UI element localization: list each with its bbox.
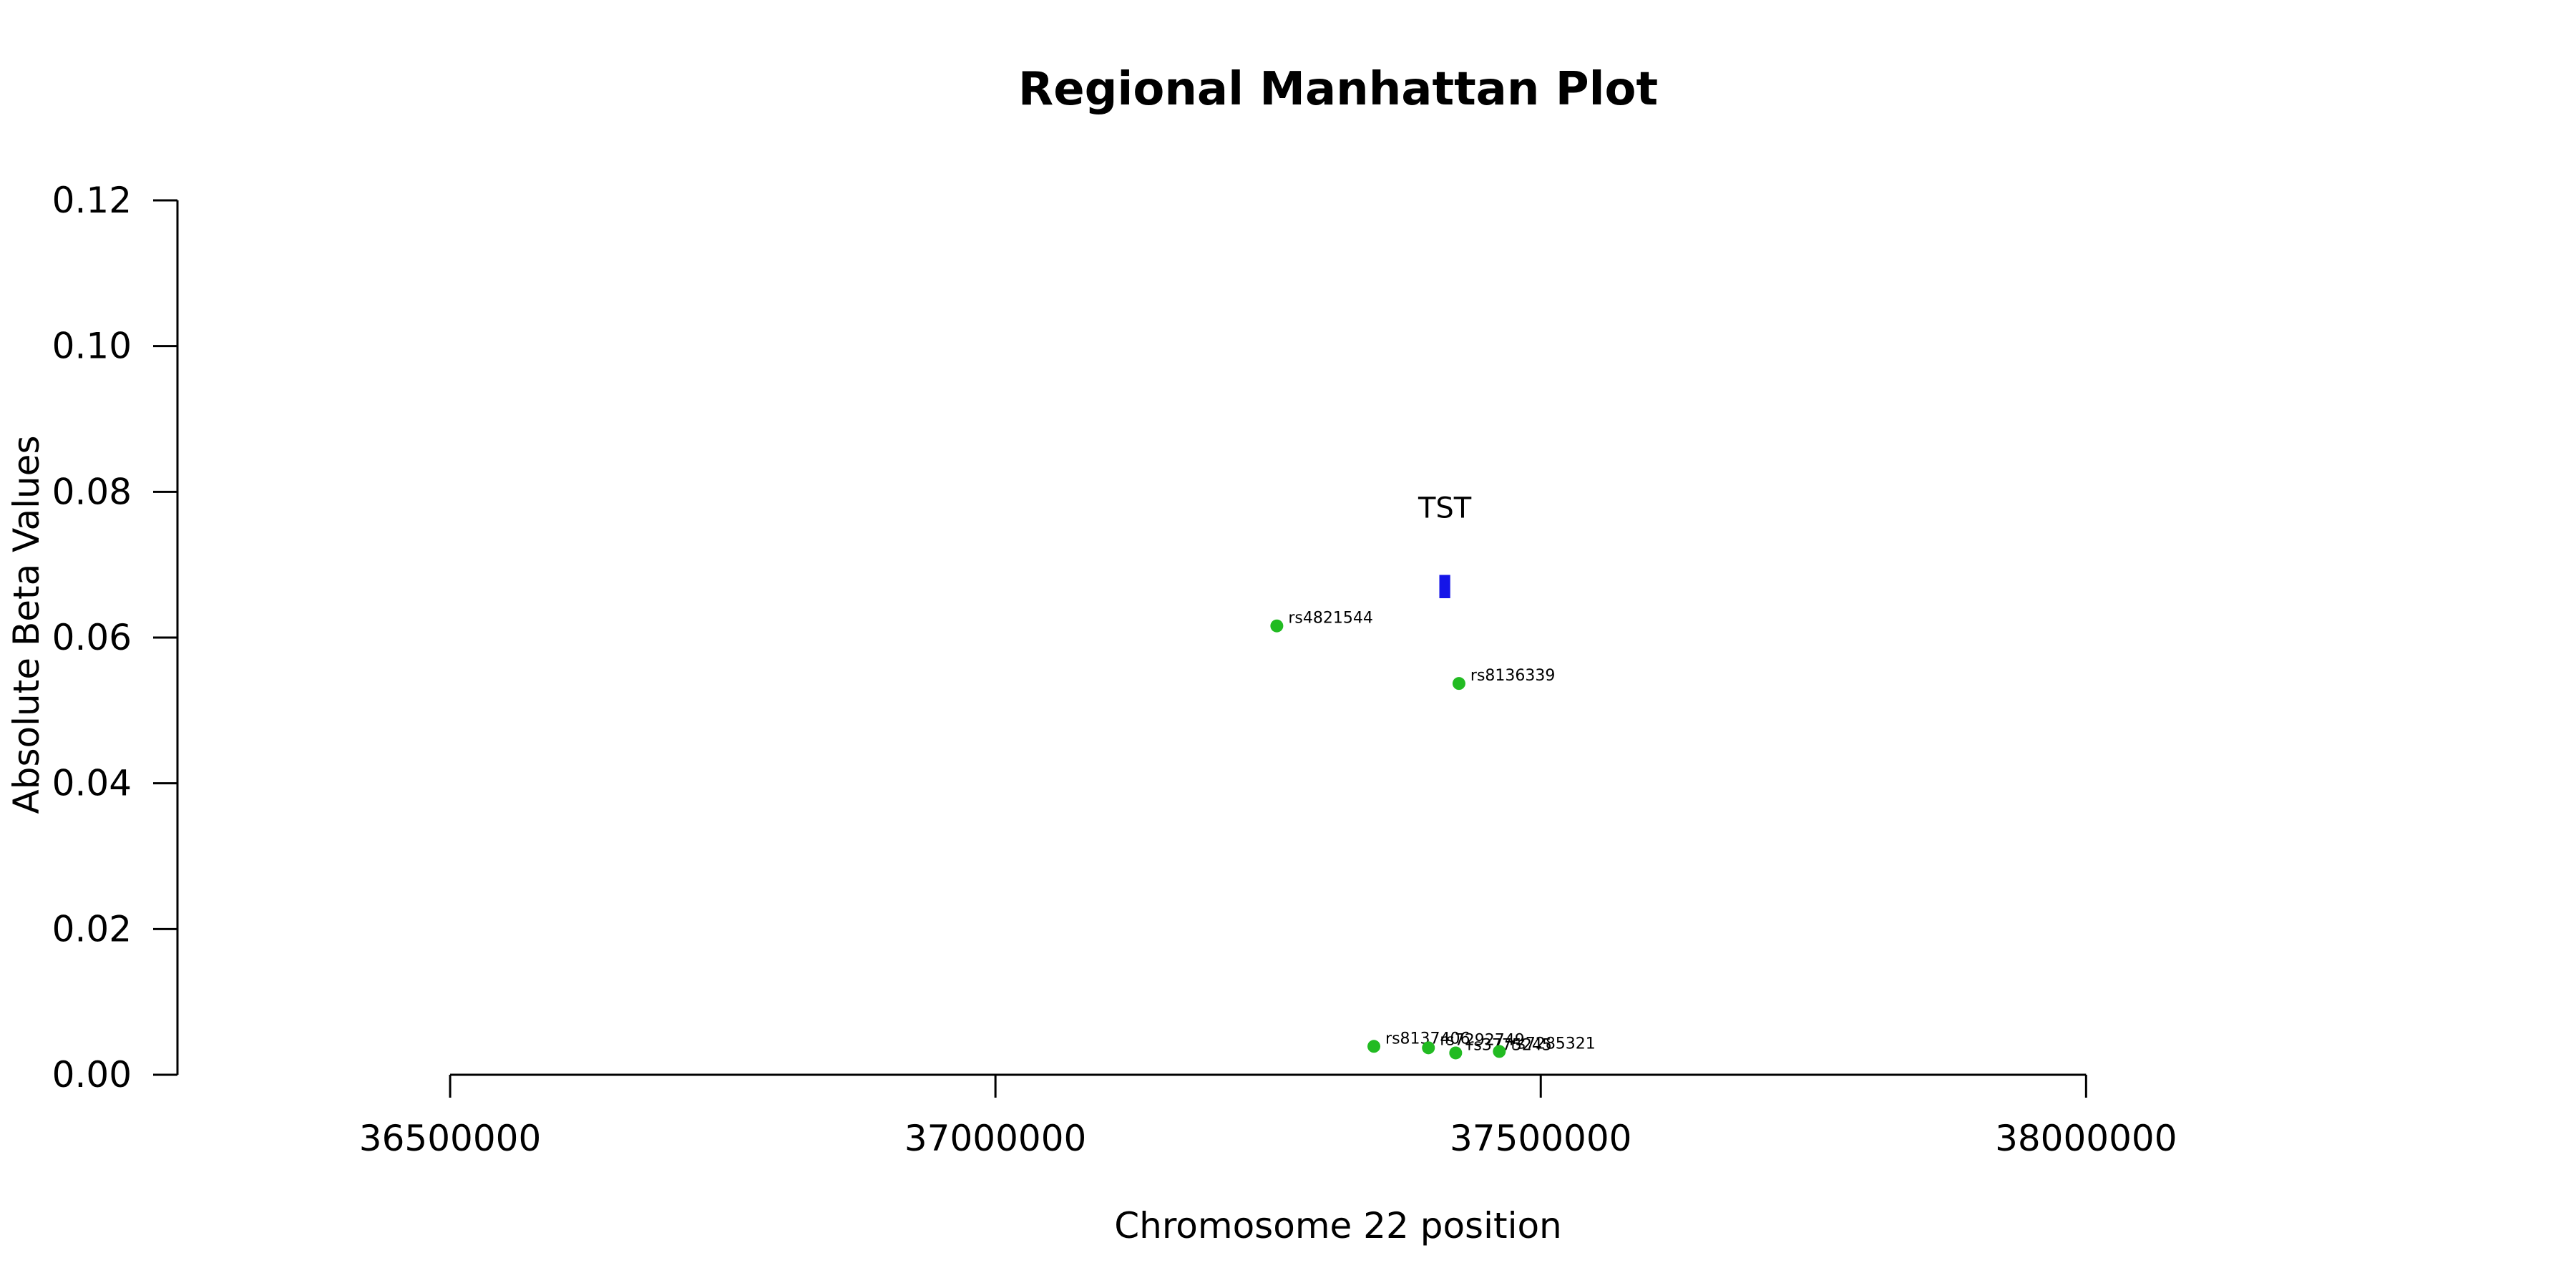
- chart-title: Regional Manhattan Plot: [1018, 63, 1658, 116]
- snp-label: rs7285321: [1511, 1035, 1596, 1053]
- y-tick-label: 0.06: [52, 617, 132, 658]
- y-tick-label: 0.10: [52, 326, 132, 367]
- x-tick-label: 37000000: [904, 1118, 1087, 1159]
- gene-track: TST: [1418, 492, 1472, 599]
- gene-label: TST: [1418, 492, 1472, 525]
- x-tick-label: 37500000: [1450, 1118, 1632, 1159]
- snp-label: rs4821544: [1288, 610, 1373, 628]
- y-tick-label: 0.02: [52, 908, 132, 950]
- x-axis: 36500000 37000000 37500000 38000000: [359, 1073, 2177, 1159]
- gene-block-tst: [1439, 575, 1450, 599]
- y-tick-label: 0.04: [52, 763, 132, 804]
- y-tick-label: 0.08: [52, 471, 132, 512]
- x-tick-label: 36500000: [359, 1118, 542, 1159]
- snp-point: [1367, 1040, 1381, 1053]
- snp-point: [1449, 1046, 1463, 1060]
- snp-label: rs3775245: [1467, 1036, 1552, 1054]
- snp-point: [1422, 1041, 1435, 1055]
- y-axis: 0.00 0.02 0.04 0.06 0.08 0.10 0.12: [52, 180, 179, 1096]
- snp-point: [1452, 677, 1465, 691]
- snp-point: [1493, 1045, 1506, 1058]
- x-tick-label: 38000000: [1995, 1118, 2177, 1159]
- snp-label: rs8136339: [1470, 667, 1556, 685]
- y-tick-label: 0.12: [52, 180, 132, 221]
- y-tick-label: 0.00: [52, 1054, 132, 1096]
- snp-label: rs7292749: [1440, 1031, 1525, 1049]
- snp-point: [1270, 619, 1284, 633]
- y-axis-label: Absolute Beta Values: [6, 436, 47, 814]
- snp-points: rs4821544rs8136339rs8137406rs7292749rs37…: [1270, 610, 1596, 1060]
- x-axis-label: Chromosome 22 position: [1114, 1205, 1562, 1246]
